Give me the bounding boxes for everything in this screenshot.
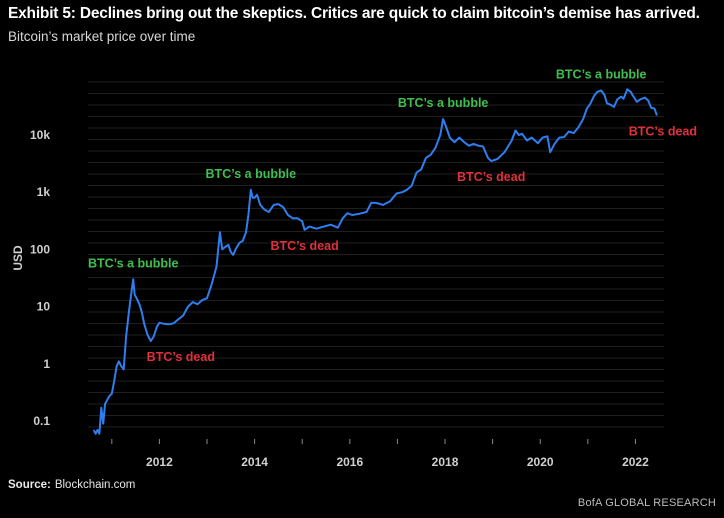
bubble-annotation: BTC’s a bubble xyxy=(88,256,179,270)
dead-annotation: BTC’s dead xyxy=(457,170,525,184)
bubble-annotation: BTC’s a bubble xyxy=(556,67,647,81)
brand-label: BofA GLOBAL RESEARCH xyxy=(577,497,716,509)
dead-annotation: BTC’s dead xyxy=(147,350,215,364)
x-tick-label: 2020 xyxy=(527,455,554,469)
y-tick-label: 1 xyxy=(43,357,50,371)
y-tick-label: 10k xyxy=(30,128,50,142)
y-axis-label: USD xyxy=(11,245,25,271)
dead-annotation: BTC’s dead xyxy=(270,239,338,253)
source-label: Source: xyxy=(8,479,51,491)
bubble-annotation: BTC’s a bubble xyxy=(206,167,297,181)
y-tick-label: 10 xyxy=(37,300,51,314)
bubble-annotation: BTC’s a bubble xyxy=(398,96,489,110)
y-tick-label: 1k xyxy=(37,185,51,199)
chart-subtitle: Bitcoin’s market price over time xyxy=(8,29,196,44)
x-tick-label: 2016 xyxy=(336,455,363,469)
chart-annotations: BTC’s a bubble BTC’s dead BTC’s a bubble BT… xyxy=(88,67,697,364)
y-axis-ticks: 0.1 1 10 100 1k 10k xyxy=(30,128,50,428)
price-line xyxy=(92,88,658,435)
dead-annotation: BTC’s dead xyxy=(629,124,697,138)
y-tick-label: 100 xyxy=(30,242,50,256)
source-note: Source: Blockchain.com xyxy=(8,479,135,491)
x-tick-label: 2018 xyxy=(432,455,459,469)
price-series xyxy=(92,88,658,435)
x-axis-ticks: 2012 2014 2016 2018 2020 2022 xyxy=(111,439,649,469)
page-title: Exhibit 5: Declines bring out the skepti… xyxy=(8,5,700,22)
x-tick-label: 2022 xyxy=(622,455,649,469)
x-tick-label: 2012 xyxy=(146,455,173,469)
x-tick-label: 2014 xyxy=(241,455,268,469)
chart-gridlines xyxy=(88,81,664,428)
source-value: Blockchain.com xyxy=(54,479,136,491)
y-tick-label: 0.1 xyxy=(33,414,50,428)
